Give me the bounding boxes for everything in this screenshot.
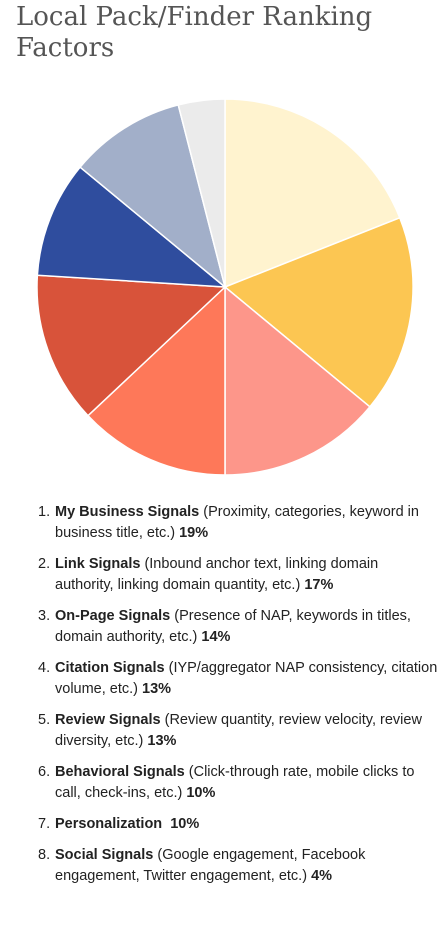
legend-detail: (Review quantity, review velocity, revie… — [55, 712, 422, 749]
legend-value: 10% — [170, 816, 200, 832]
pie-slice-2 — [223, 216, 414, 408]
legend-item: 7. Personalization 10% — [0, 814, 447, 835]
pie-slices — [36, 98, 414, 476]
legend-number: 4. — [38, 660, 51, 676]
legend-value: 17% — [304, 577, 334, 593]
legend-detail: (IYP/aggregator NAP consistency, citatio… — [55, 660, 438, 697]
legend-list: 1. My Business Signals (Proximity, catego… — [0, 502, 447, 897]
legend-number: 7. — [38, 816, 51, 832]
pie-slice-8 — [177, 98, 226, 288]
legend-number: 3. — [38, 608, 51, 624]
legend-detail: (Proximity, categories, keyword in busin… — [55, 504, 419, 541]
legend-value: 19% — [179, 525, 209, 541]
legend-value: 13% — [142, 681, 172, 697]
legend-item: 3. On-Page Signals (Presence of NAP, keyw… — [0, 606, 447, 648]
legend-number: 5. — [38, 712, 51, 728]
pie-slice-3 — [224, 285, 371, 476]
legend-item: 8. Social Signals (Google engagement, Fac… — [0, 845, 447, 887]
legend-value: 10% — [186, 785, 216, 801]
legend-value: 13% — [147, 733, 177, 749]
pie-slice-6 — [36, 166, 228, 288]
legend-detail: (Inbound anchor text, linking domain aut… — [55, 556, 379, 593]
legend-number: 2. — [38, 556, 51, 572]
legend-detail: (Click-through rate, mobile clicks to ca… — [55, 764, 415, 801]
legend-name: Personalization — [55, 816, 163, 832]
pie-slice-1 — [224, 98, 401, 289]
legend-value: 4% — [311, 868, 333, 884]
legend-detail: (Google engagement, Facebook engagement,… — [55, 847, 366, 884]
legend-name: Social Signals — [55, 847, 154, 863]
legend-number: 8. — [38, 847, 51, 863]
pie-slice-7 — [79, 103, 227, 290]
legend-item: 4. Citation Signals (IYP/aggregator NAP c… — [0, 658, 447, 700]
pie-slice-5 — [36, 274, 227, 417]
legend-name: Citation Signals — [55, 660, 165, 676]
legend-name: My Business Signals — [55, 504, 200, 520]
legend-item: 6. Behavioral Signals (Click-through rate… — [0, 762, 447, 804]
legend-value: 14% — [201, 629, 231, 645]
legend-number: 1. — [38, 504, 51, 520]
page-title: Local Pack/Finder Ranking Factors — [16, 2, 373, 63]
legend-name: Link Signals — [55, 556, 141, 572]
legend-name: Review Signals — [55, 712, 161, 728]
pie-slice-4 — [86, 285, 226, 476]
legend-item: 2. Link Signals (Inbound anchor text, lin… — [0, 554, 447, 596]
legend-item: 1. My Business Signals (Proximity, catego… — [0, 502, 447, 544]
legend-name: On-Page Signals — [55, 608, 171, 624]
legend-detail: (Presence of NAP, keywords in titles, do… — [55, 608, 411, 645]
pie-chart — [36, 98, 414, 476]
legend-name: Behavioral Signals — [55, 764, 185, 780]
legend-item: 5. Review Signals (Review quantity, revie… — [0, 710, 447, 752]
legend-number: 6. — [38, 764, 51, 780]
